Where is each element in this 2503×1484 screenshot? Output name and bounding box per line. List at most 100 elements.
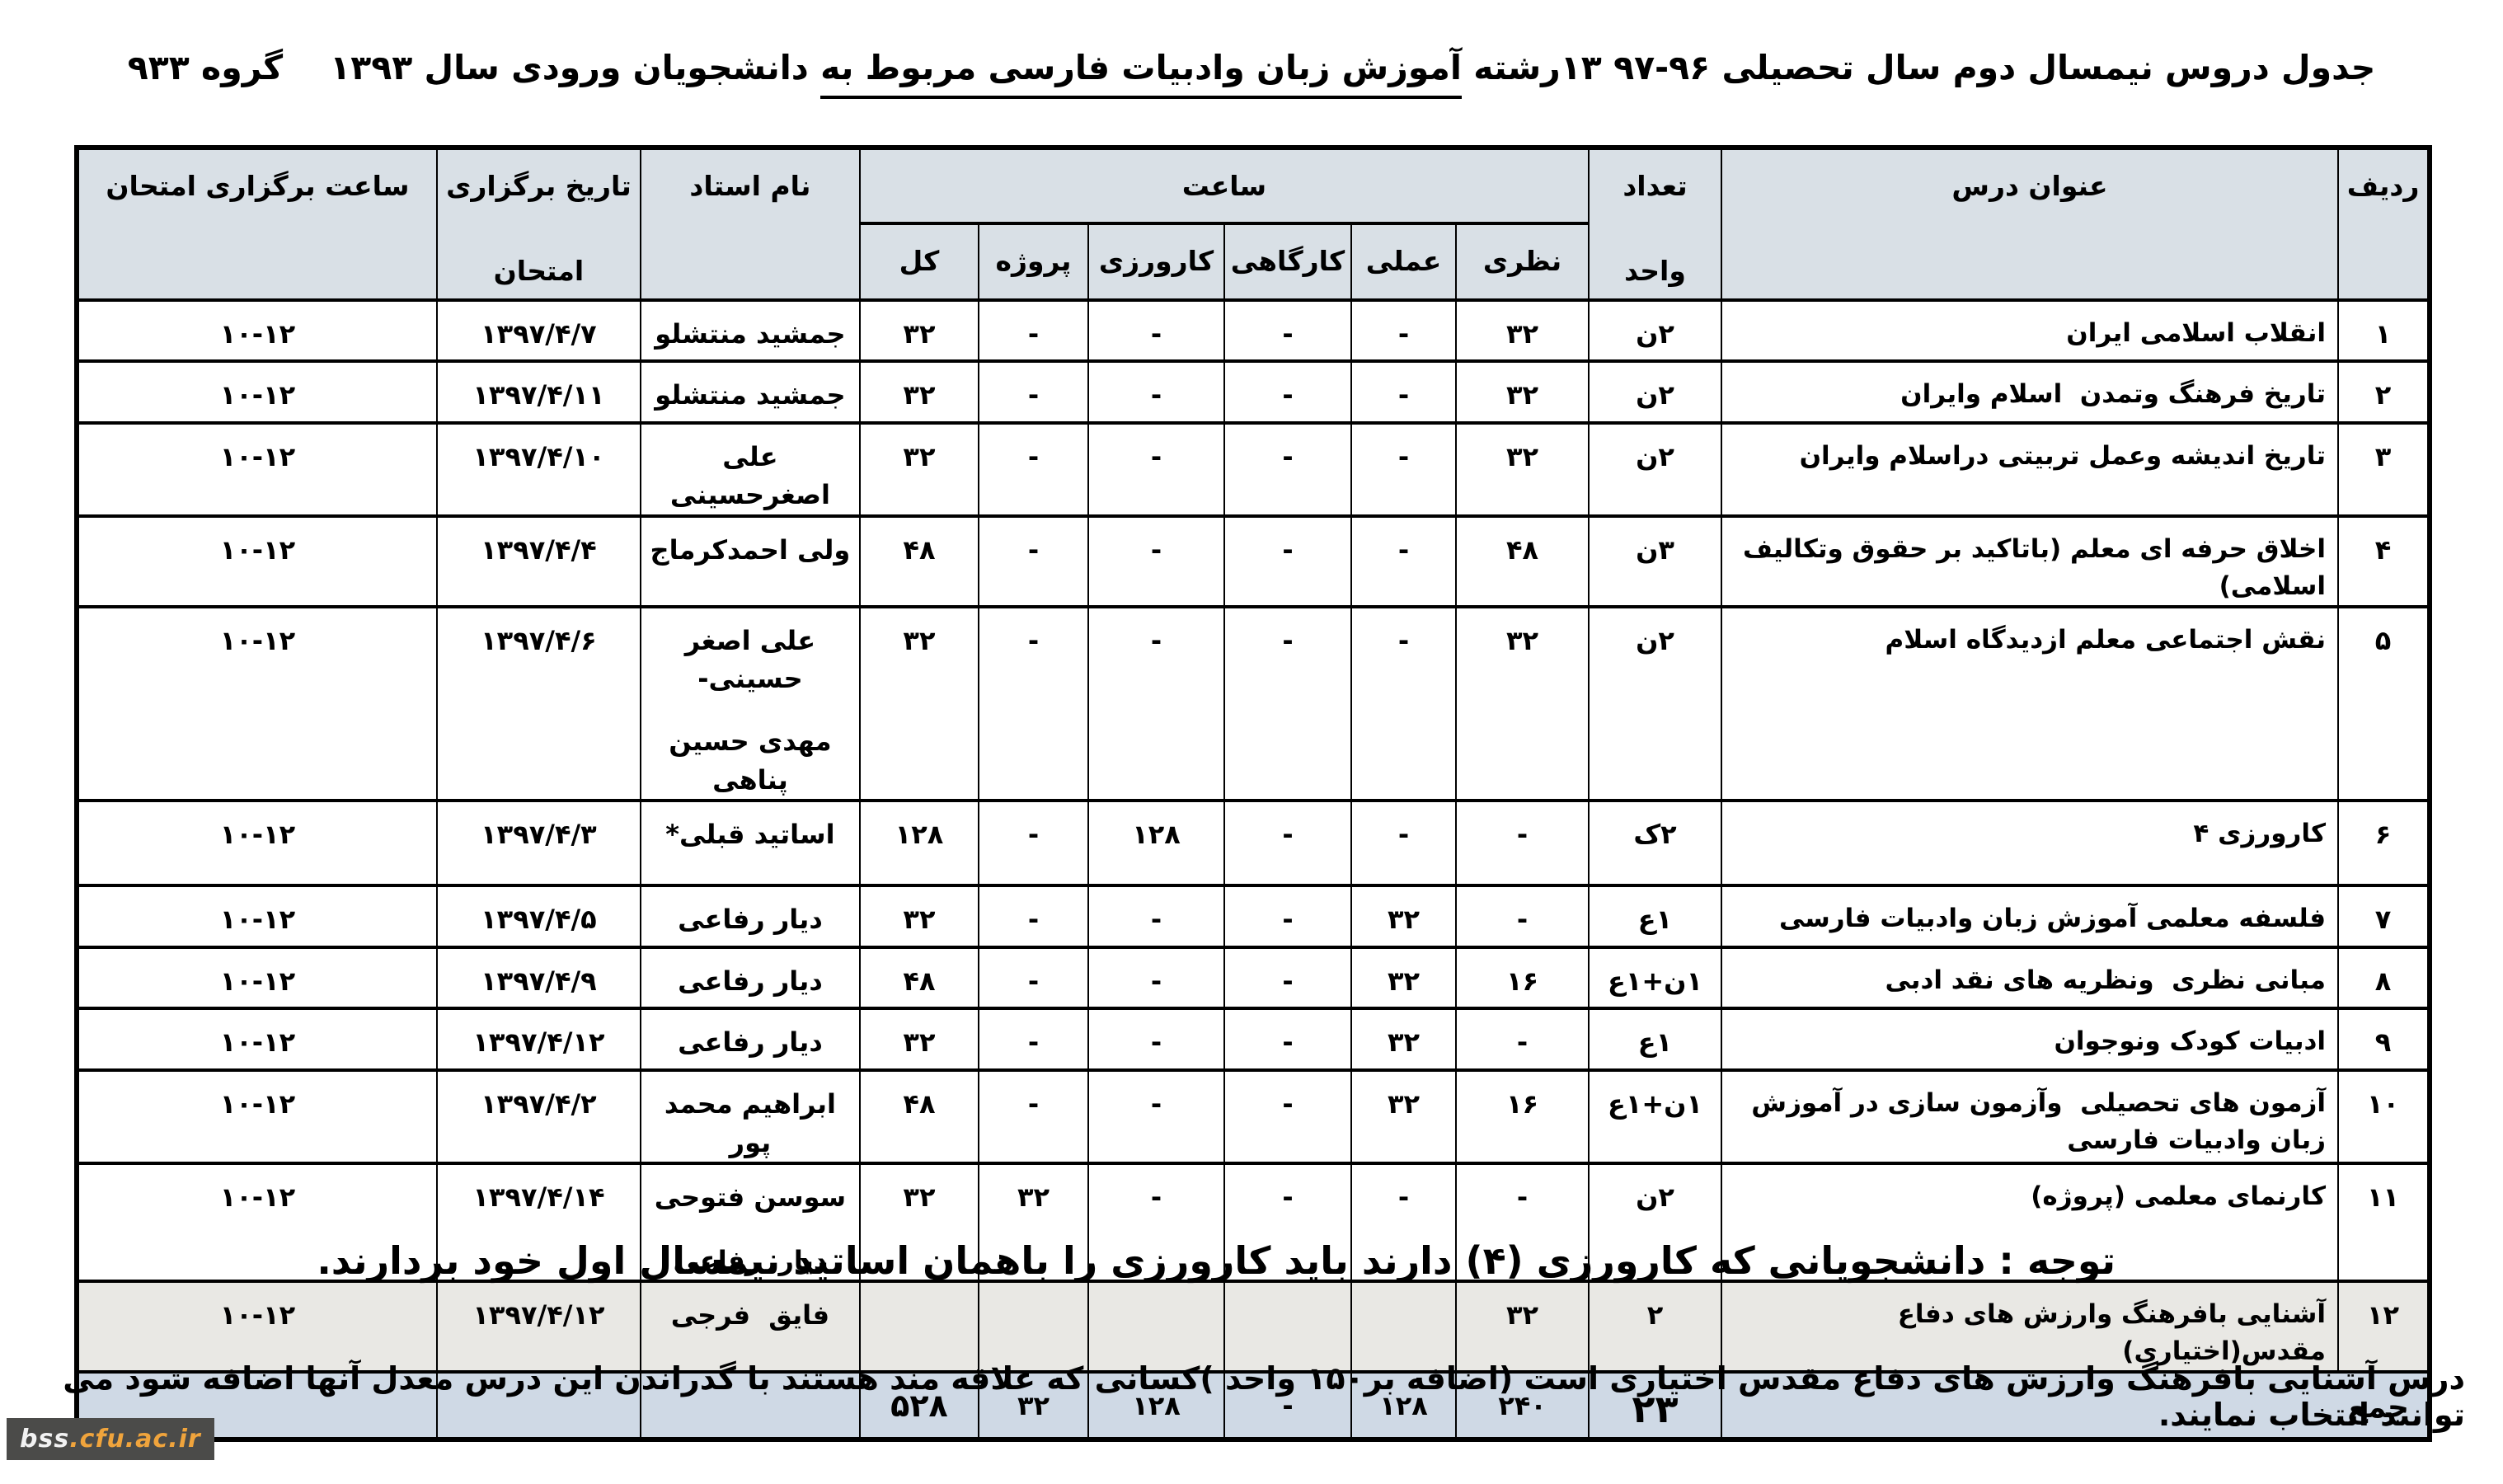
- cell-project: -: [978, 1068, 1089, 1166]
- cell-workshop: [1223, 1280, 1352, 1374]
- cell-course: کارورزی ۴: [1721, 799, 2339, 888]
- header-professor: نام استاد: [639, 146, 861, 302]
- cell-project: -: [978, 884, 1089, 950]
- course-schedule-table: ردیف عنوان درس تعداد واحد ساعت نام استاد…: [73, 145, 2432, 1442]
- cell-practical: -: [1350, 421, 1457, 518]
- cell-project: -: [978, 799, 1089, 888]
- cell-internship: -: [1087, 1068, 1225, 1166]
- cell-internship: -: [1087, 514, 1225, 608]
- cell-exam-time: ۱۰-۱۲: [75, 799, 438, 888]
- cell-units: ۲: [1588, 1280, 1722, 1374]
- cell-theoretical: ۳۲: [1455, 298, 1590, 363]
- cell-course: آزمون های تحصیلی وآزمون سازی در آموزش زب…: [1721, 1068, 2339, 1166]
- table-row: ۷ فلسفه معلمی آموزش زبان وادبیات فارسی ۱…: [75, 884, 2430, 950]
- header-row-2: نظری عملی کارگاهی کارورزی پروژه کل: [77, 222, 2430, 302]
- table-row: ۱۱ کارنمای معلمی (پروژه) ۲ن - - - - ۳۲ ۳…: [75, 1162, 2430, 1283]
- cell-workshop: -: [1223, 946, 1352, 1011]
- cell-professor: دیار رفاعی: [639, 1007, 861, 1073]
- table-row: ۳ تاریخ اندیشه وعمل تربیتی دراسلام وایرا…: [75, 421, 2430, 518]
- cell-course: نقش اجتماعی معلم ازدیدگاه اسلام: [1721, 604, 2339, 803]
- cell-total: ۳۲: [858, 1162, 980, 1283]
- table-row: ۶ کارورزی ۴ ۲ک - - - ۱۲۸ - ۱۲۸ اساتید قب…: [75, 799, 2430, 888]
- cell-row-no: ۴: [2337, 514, 2430, 608]
- cell-course: کارنمای معلمی (پروژه): [1721, 1162, 2339, 1283]
- cell-workshop: -: [1223, 421, 1352, 518]
- cell-theoretical: ۱۶: [1455, 1068, 1590, 1166]
- cell-exam-time: ۱۰-۱۲: [75, 421, 438, 518]
- cell-project: ۳۲: [978, 1162, 1089, 1283]
- cell-professor: دیار رفاعی: [639, 884, 861, 950]
- cell-professor: سوسن فتوحی دیار رفاعی: [639, 1162, 861, 1283]
- cell-exam-date: ۱۳۹۷/۴/۱۰: [435, 421, 641, 518]
- cell-theoretical: -: [1455, 1162, 1590, 1283]
- header-exam-time: ساعت برگزاری امتحان: [75, 146, 438, 302]
- cell-workshop: -: [1223, 514, 1352, 608]
- cell-practical: [1350, 1280, 1457, 1374]
- cell-exam-date: ۱۳۹۷/۴/۳: [435, 799, 641, 888]
- cell-project: -: [978, 1007, 1089, 1073]
- cell-theoretical: -: [1455, 1007, 1590, 1073]
- cell-exam-date: ۱۳۹۷/۴/۱۲: [435, 1007, 641, 1073]
- sum-theoretical: ۲۴۰: [1455, 1369, 1590, 1441]
- header-hours-internship: کارورزی: [1087, 222, 1225, 302]
- cell-professor: فایق فرجی: [639, 1280, 861, 1374]
- header-hours-total: کل: [858, 222, 980, 302]
- cell-exam-time: ۱۰-۱۲: [75, 1007, 438, 1073]
- cell-professor: دیار رفاعی: [639, 946, 861, 1011]
- cell-practical: ۳۲: [1350, 1007, 1457, 1073]
- cell-internship: -: [1087, 359, 1225, 425]
- cell-exam-time: ۱۰-۱۲: [75, 298, 438, 363]
- cell-workshop: -: [1223, 604, 1352, 803]
- cell-workshop: -: [1223, 1162, 1352, 1283]
- cell-exam-time: ۱۰-۱۲: [75, 604, 438, 803]
- cell-total: ۳۲: [858, 421, 980, 518]
- cell-practical: ۳۲: [1350, 946, 1457, 1011]
- header-course-title: عنوان درس: [1721, 146, 2339, 302]
- cell-professor: ولی احمدکرماج: [639, 514, 861, 608]
- cell-internship: -: [1087, 1162, 1225, 1283]
- title-underlined-field: آموزش زبان وادبیات فارسی مربوط به: [820, 48, 1462, 99]
- sum-label: جمع: [1721, 1369, 2430, 1441]
- header-row-no: ردیف: [2337, 146, 2430, 302]
- sum-exam-date: [435, 1369, 641, 1441]
- cell-theoretical: ۳۲: [1455, 359, 1590, 425]
- cell-workshop: -: [1223, 298, 1352, 363]
- header-units: تعداد واحد: [1588, 146, 1722, 302]
- cell-exam-date: ۱۳۹۷/۴/۷: [435, 298, 641, 363]
- cell-row-no: ۷: [2337, 884, 2430, 950]
- cell-row-no: ۱: [2337, 298, 2430, 363]
- cell-professor: علی اصغرحسینی: [639, 421, 861, 518]
- cell-total: ۴۸: [858, 1068, 980, 1166]
- sum-practical: ۱۲۸: [1350, 1369, 1457, 1441]
- professor-line2: مهدی حسین پناهی: [669, 726, 832, 796]
- cell-practical: -: [1350, 604, 1457, 803]
- cell-total: ۴۸: [858, 514, 980, 608]
- cell-workshop: -: [1223, 799, 1352, 888]
- cell-practical: -: [1350, 359, 1457, 425]
- header-exam-date: تاریخ برگزاری امتحان: [435, 146, 641, 302]
- cell-total: ۴۸: [858, 946, 980, 1011]
- cell-course: اخلاق حرفه ای معلم (باتاکید بر حقوق وتکا…: [1721, 514, 2339, 608]
- cell-course: فلسفه معلمی آموزش زبان وادبیات فارسی: [1721, 884, 2339, 950]
- cell-workshop: -: [1223, 359, 1352, 425]
- cell-units: ۲ن: [1588, 359, 1722, 425]
- page-title: جدول دروس نیمسال دوم سال تحصیلی ۱۳ ۹۷-۹۶…: [0, 48, 2503, 99]
- cell-exam-time: ۱۰-۱۲: [75, 359, 438, 425]
- cell-workshop: -: [1223, 1007, 1352, 1073]
- cell-internship: -: [1087, 1007, 1225, 1073]
- cell-practical: ۳۲: [1350, 1068, 1457, 1166]
- cell-practical: -: [1350, 799, 1457, 888]
- header-hours-project: پروژه: [978, 222, 1089, 302]
- cell-row-no: ۲: [2337, 359, 2430, 425]
- cell-course: انقلاب اسلامی ایران: [1721, 298, 2339, 363]
- cell-exam-date: ۱۳۹۷/۴/۱۱: [435, 359, 641, 425]
- cell-total: ۳۲: [858, 1007, 980, 1073]
- cell-exam-date: ۱۳۹۷/۴/۲: [435, 1068, 641, 1166]
- header-units-line1: تعداد: [1622, 170, 1688, 202]
- cell-total: ۳۲: [858, 298, 980, 363]
- cell-internship: -: [1087, 946, 1225, 1011]
- title-suffix: دانشجویان ورودی سال ۱۳۹۳ گروه ۹۳۳: [127, 48, 821, 87]
- cell-internship: [1087, 1280, 1225, 1374]
- cell-project: -: [978, 298, 1089, 363]
- sum-internship: ۱۲۸: [1087, 1369, 1225, 1441]
